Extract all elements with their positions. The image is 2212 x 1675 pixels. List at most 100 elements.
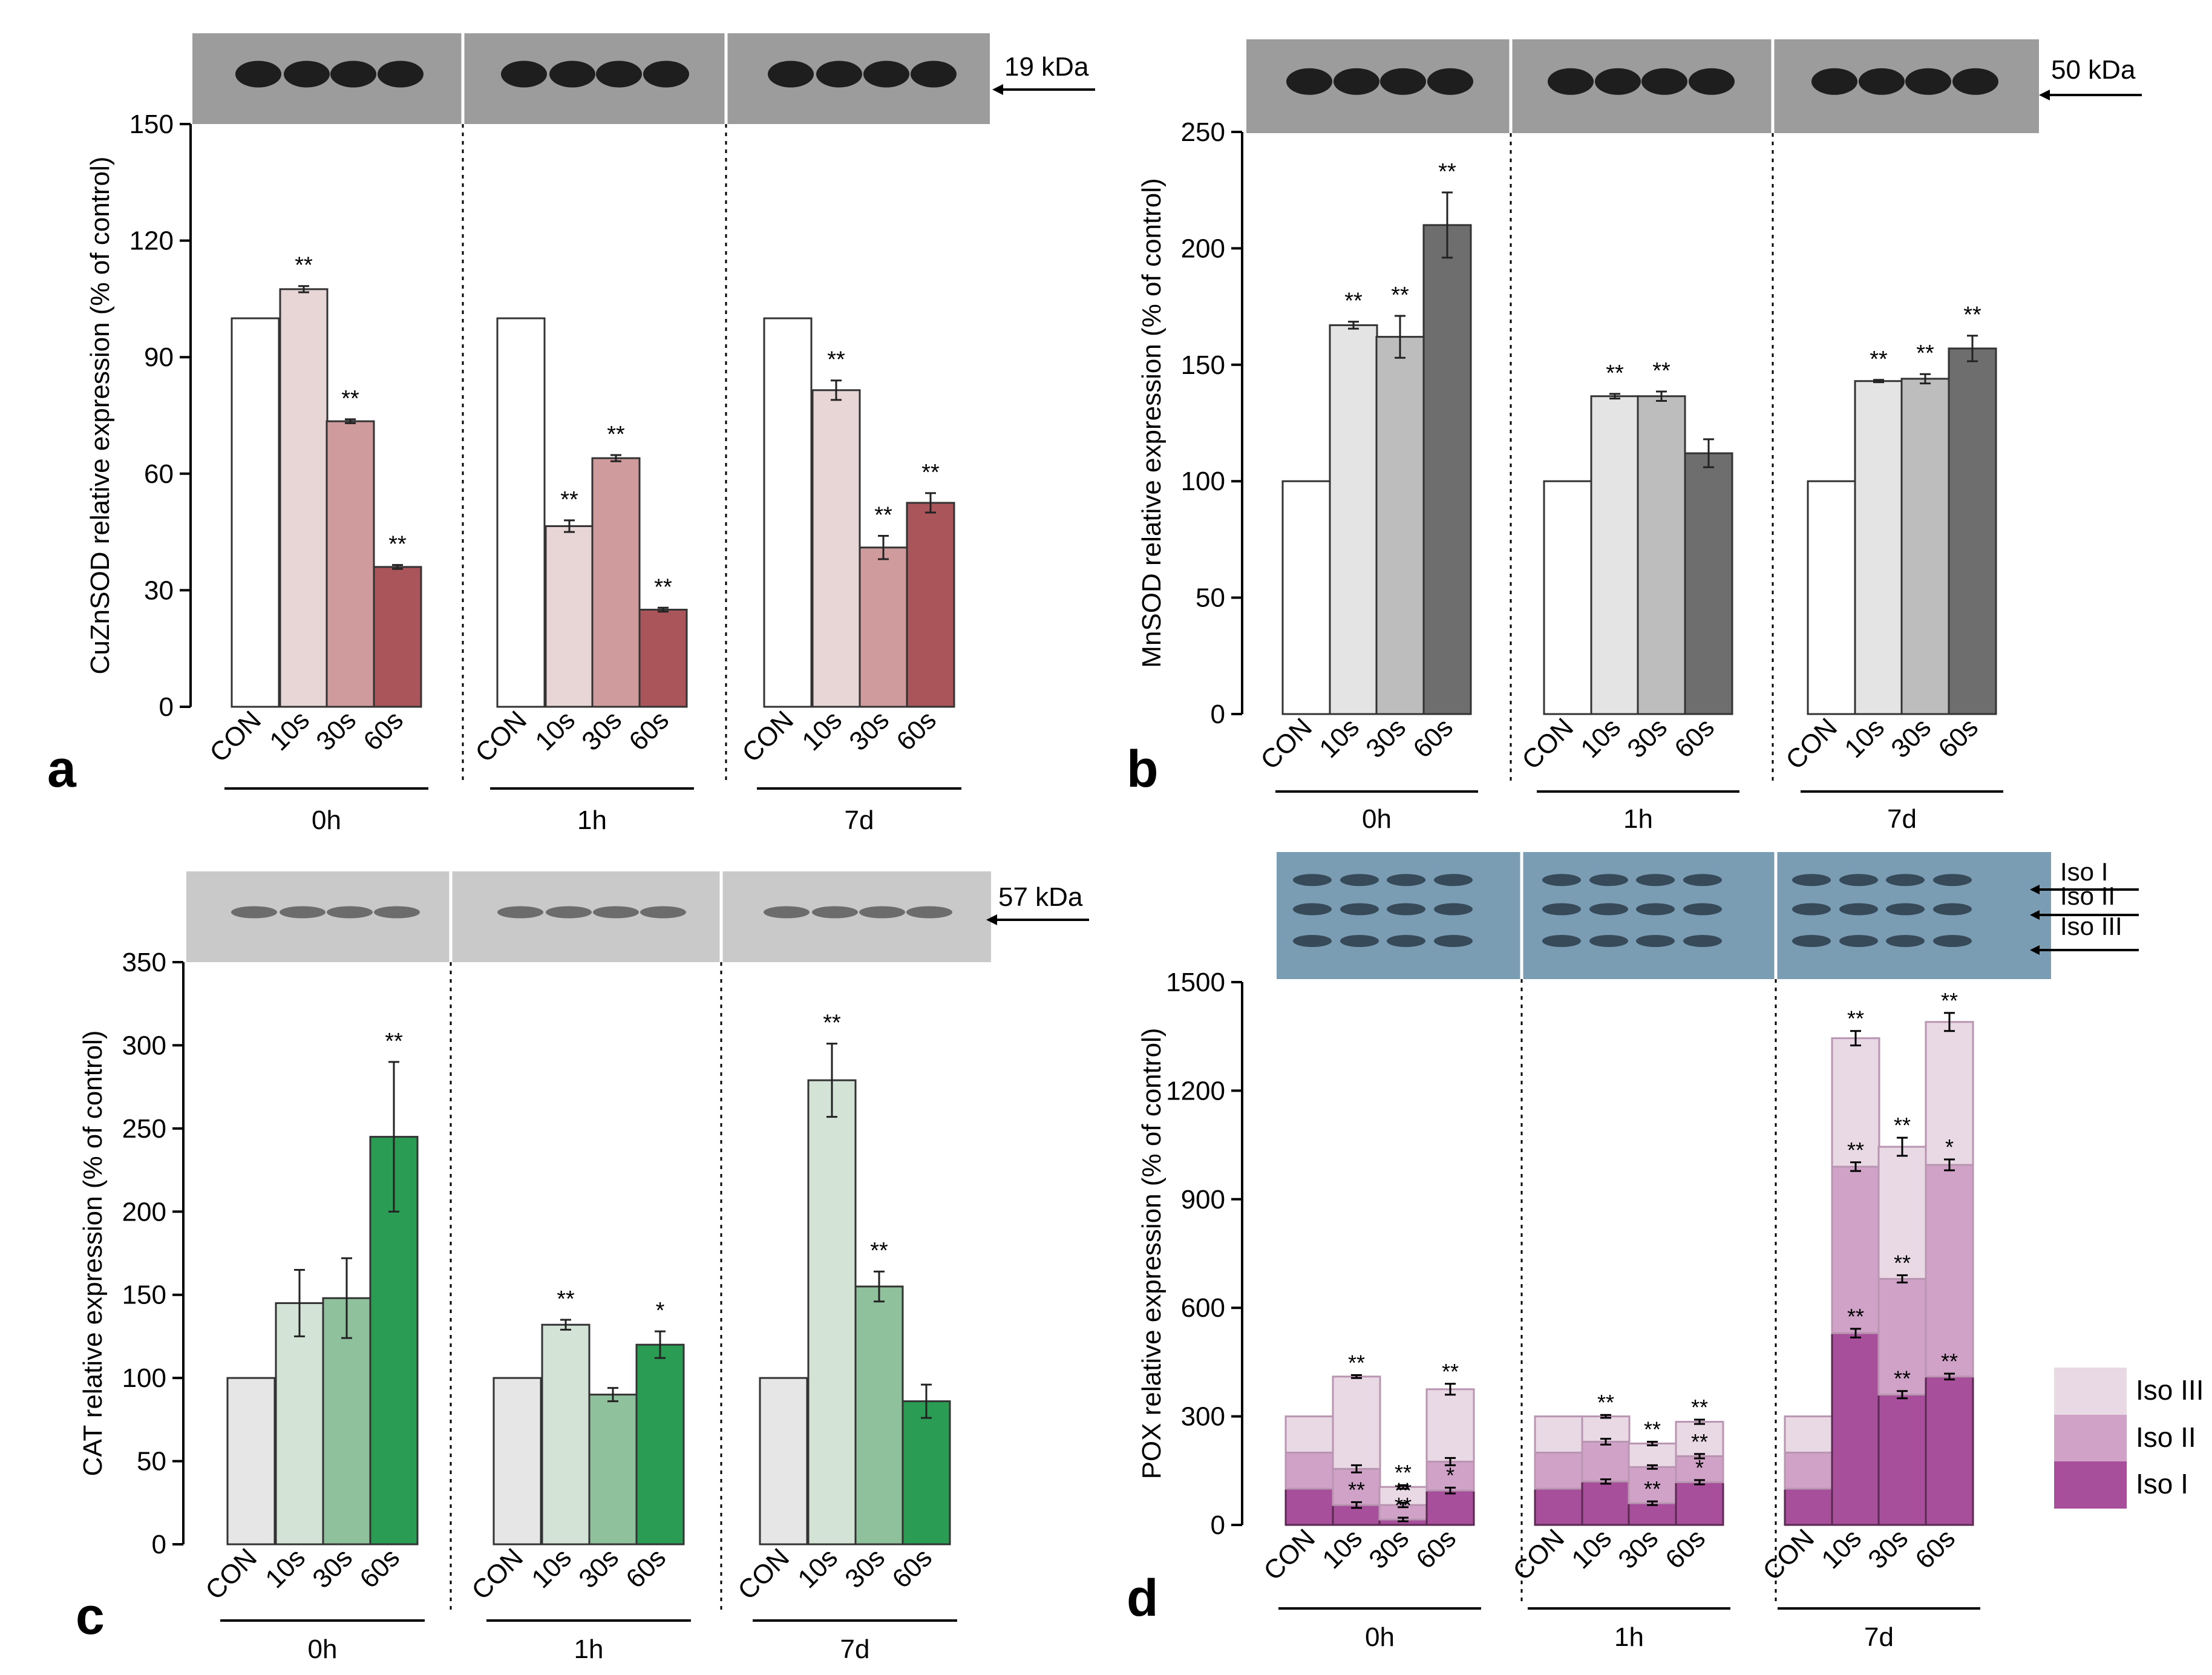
blot-band	[1589, 903, 1628, 916]
blot-band	[816, 61, 862, 88]
group-label: 1h	[577, 805, 607, 835]
significance-mark: **	[1847, 1138, 1864, 1162]
significance-mark: **	[560, 487, 578, 513]
bar	[541, 1323, 591, 1546]
x-tick-label: CON	[200, 1542, 263, 1605]
y-tick-label: 250	[122, 1114, 166, 1144]
bar	[763, 317, 813, 708]
group-label: 0h	[1365, 1622, 1395, 1652]
y-tick-label: 50	[137, 1447, 166, 1477]
x-tick-label: 30s	[1862, 1523, 1914, 1575]
significance-mark: **	[1894, 1250, 1911, 1275]
significance-mark: **	[1894, 1366, 1911, 1391]
blot-band	[1683, 874, 1722, 887]
bar	[635, 1343, 685, 1546]
blot-band	[1641, 68, 1687, 95]
blot-band	[1542, 935, 1581, 947]
significance-mark: **	[1691, 1395, 1708, 1420]
y-tick-label: 1200	[1166, 1076, 1225, 1106]
y-tick-label: 900	[1181, 1185, 1225, 1214]
x-tick-label: 60s	[1407, 712, 1459, 764]
blot-band	[1905, 68, 1951, 95]
y-axis-label: CAT relative expression (% of control)	[78, 1031, 108, 1477]
x-tick-label: 30s	[576, 705, 627, 756]
blot-band	[1333, 68, 1379, 95]
blot-band	[280, 906, 326, 919]
significance-mark: **	[1391, 283, 1409, 308]
bar	[496, 317, 546, 708]
y-tick-label: 0	[1211, 1510, 1225, 1540]
significance-mark: **	[1395, 1478, 1412, 1503]
blot-band	[596, 61, 642, 88]
group-label: 1h	[1623, 804, 1653, 834]
bar-segment	[1675, 1481, 1724, 1526]
x-tick-label: 10s	[529, 705, 581, 756]
y-tick-label: 60	[144, 459, 174, 489]
legend-label: Iso II	[2136, 1421, 2196, 1453]
significance-mark: **	[1344, 289, 1363, 314]
blot-band	[1792, 935, 1831, 947]
blot-band	[1434, 874, 1473, 887]
x-tick-label: 10s	[1317, 1523, 1368, 1575]
significance-mark: **	[1644, 1477, 1661, 1501]
blot-band	[859, 906, 905, 919]
bar	[373, 566, 422, 708]
blot-band	[1340, 874, 1379, 887]
y-tick-label: 1500	[1166, 968, 1225, 997]
bar	[275, 1302, 324, 1546]
y-tick-label: 120	[129, 226, 174, 256]
bar-segment	[1831, 1332, 1880, 1526]
y-tick-label: 300	[1181, 1402, 1225, 1432]
blot-band	[1683, 935, 1722, 947]
blot-arrow-head	[2030, 885, 2040, 894]
x-tick-label: 10s	[1566, 1523, 1617, 1575]
bar-segment	[1284, 1451, 1334, 1490]
y-tick-label: 300	[122, 1031, 166, 1060]
bar-segment	[1581, 1480, 1631, 1526]
blot-band	[1542, 874, 1581, 887]
bar	[1590, 395, 1640, 715]
y-tick-label: 150	[129, 110, 174, 139]
x-tick-label: 10s	[260, 1542, 311, 1594]
legend-label: Iso III	[2136, 1374, 2204, 1406]
y-tick-label: 0	[1211, 700, 1225, 729]
blot-band	[1886, 874, 1925, 887]
bar	[1375, 336, 1425, 715]
significance-mark: **	[827, 347, 845, 373]
x-tick-label: 10s	[792, 1542, 843, 1594]
y-tick-label: 350	[122, 948, 166, 977]
blot-band	[1340, 935, 1379, 947]
blot-band	[497, 906, 543, 919]
bar	[1329, 324, 1378, 715]
bar-segment	[1284, 1487, 1334, 1526]
significance-mark: **	[823, 1011, 841, 1036]
x-tick-label: 60s	[620, 1542, 672, 1594]
blot-band	[1387, 903, 1425, 916]
blot-iso-label: Iso I	[2060, 857, 2108, 886]
y-tick-label: 0	[159, 692, 174, 722]
bar	[279, 288, 329, 708]
bar-segment	[1784, 1451, 1833, 1490]
blot-band	[1886, 935, 1925, 947]
bar	[1684, 452, 1733, 715]
bar-segment	[1534, 1487, 1583, 1526]
bar-segment	[1284, 1415, 1334, 1454]
bar	[1948, 347, 1997, 715]
x-tick-label: 30s	[573, 1542, 624, 1594]
significance-mark: *	[1446, 1463, 1454, 1487]
blot-band	[1886, 903, 1925, 916]
blot-band	[1380, 68, 1426, 95]
blot-band	[593, 906, 639, 919]
blot-band	[1933, 935, 1972, 947]
blot-band	[1387, 874, 1425, 887]
western-blot	[186, 871, 991, 962]
bar-segment	[1784, 1415, 1833, 1454]
x-tick-label: 60s	[1909, 1523, 1961, 1575]
blot-arrow-head	[992, 84, 1003, 95]
x-tick-label: 60s	[886, 1542, 938, 1594]
significance-mark: **	[1606, 361, 1624, 386]
blot-arrow-head	[2039, 90, 2050, 100]
bar-segment	[1925, 1375, 1974, 1526]
significance-mark: **	[874, 503, 892, 528]
blot-band	[1387, 935, 1425, 947]
